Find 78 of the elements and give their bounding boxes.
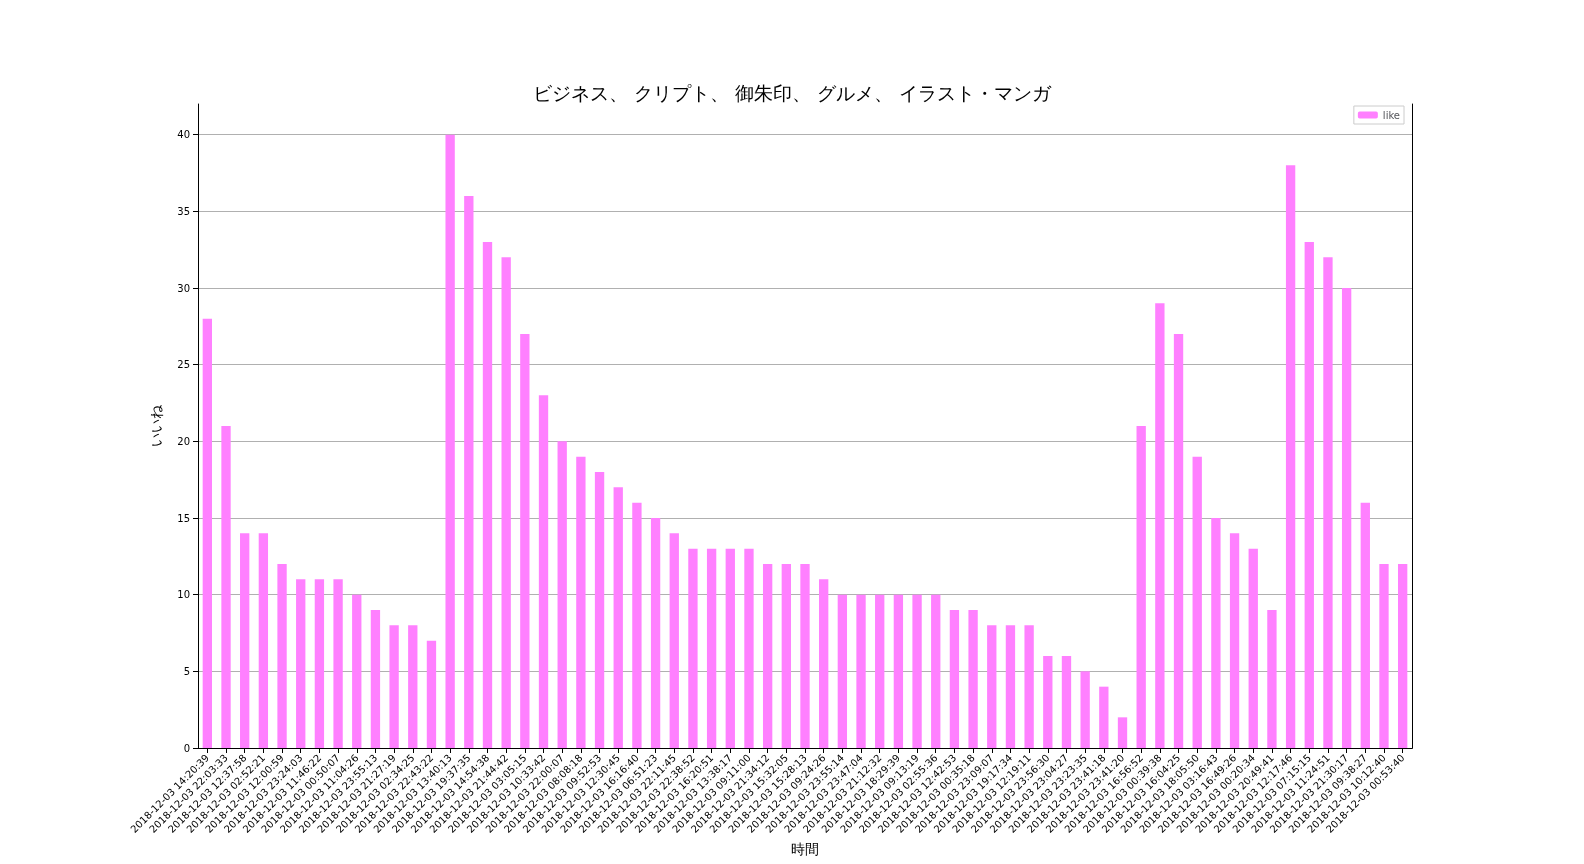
legend-label: like: [1382, 109, 1401, 121]
bar: [987, 625, 997, 748]
bar: [576, 456, 586, 748]
bar: [762, 564, 773, 748]
bar: [1192, 456, 1202, 748]
y-tick-label: 15: [177, 512, 190, 524]
bar: [949, 610, 960, 748]
bar: [781, 564, 791, 748]
bar: [520, 334, 530, 748]
bar: [557, 441, 567, 748]
bar: [669, 533, 679, 748]
bar: [688, 548, 698, 748]
bar: [594, 472, 605, 748]
bar: [445, 134, 455, 748]
bar: [706, 548, 717, 748]
bar: [1080, 671, 1090, 748]
bar: [1173, 334, 1184, 748]
bar: [352, 594, 362, 748]
bar: [482, 242, 493, 748]
bar: [1267, 610, 1277, 748]
y-tick-label: 40: [177, 129, 190, 141]
bar: [277, 564, 287, 748]
bar: [1341, 288, 1352, 748]
bar: [1005, 625, 1016, 748]
bar: [426, 640, 437, 748]
bar: [819, 579, 829, 748]
bar: [408, 625, 418, 748]
bar: [1099, 686, 1109, 748]
bar: [1229, 533, 1240, 748]
bar: [1323, 257, 1333, 748]
bar: [1285, 165, 1296, 748]
bar: [632, 502, 642, 748]
bar: [837, 594, 848, 748]
bar: [501, 257, 511, 748]
bar: [538, 395, 549, 748]
bar: [650, 518, 661, 748]
y-tick-label: 10: [177, 589, 190, 601]
bar: [389, 625, 399, 748]
bar: [1360, 502, 1370, 748]
y-tick-label: 0: [183, 742, 190, 754]
bar: [1061, 656, 1072, 748]
bar: [1117, 717, 1128, 748]
bar: [875, 594, 885, 748]
bar: [912, 594, 922, 748]
y-tick-label: 35: [177, 205, 190, 217]
y-axis-title: いいね: [148, 404, 164, 447]
bar: [800, 564, 810, 748]
bar: [1304, 242, 1314, 748]
bar: [1024, 625, 1034, 748]
bar: [931, 594, 941, 748]
bar: [744, 548, 754, 748]
bar: [296, 579, 306, 748]
bar: [240, 533, 250, 748]
bar: [968, 610, 978, 748]
bar: [725, 548, 735, 748]
bar: [333, 579, 343, 748]
x-axis-title: 時間: [791, 840, 819, 857]
y-tick-label: 30: [177, 282, 190, 294]
bar: [613, 487, 623, 748]
bar: [856, 594, 866, 748]
bar: [1155, 303, 1165, 748]
bar: [221, 426, 231, 748]
bar: [464, 196, 474, 748]
bar: [1043, 656, 1053, 748]
y-tick-label: 5: [183, 665, 190, 677]
y-tick-label: 25: [177, 359, 190, 371]
bar: [1211, 518, 1221, 748]
bar: [370, 610, 381, 748]
y-tick-label: 20: [177, 435, 190, 447]
bar: [1397, 564, 1408, 748]
bar: [1248, 548, 1258, 748]
bar: [1379, 564, 1389, 748]
bar: [893, 594, 904, 748]
bar: [314, 579, 325, 748]
chart-title: ビジネス、 クリプト、 御朱印、 グルメ、 イラスト・マンガ: [532, 81, 1053, 104]
bar: [202, 318, 213, 748]
bar: [258, 533, 269, 748]
bar: [1136, 426, 1146, 748]
